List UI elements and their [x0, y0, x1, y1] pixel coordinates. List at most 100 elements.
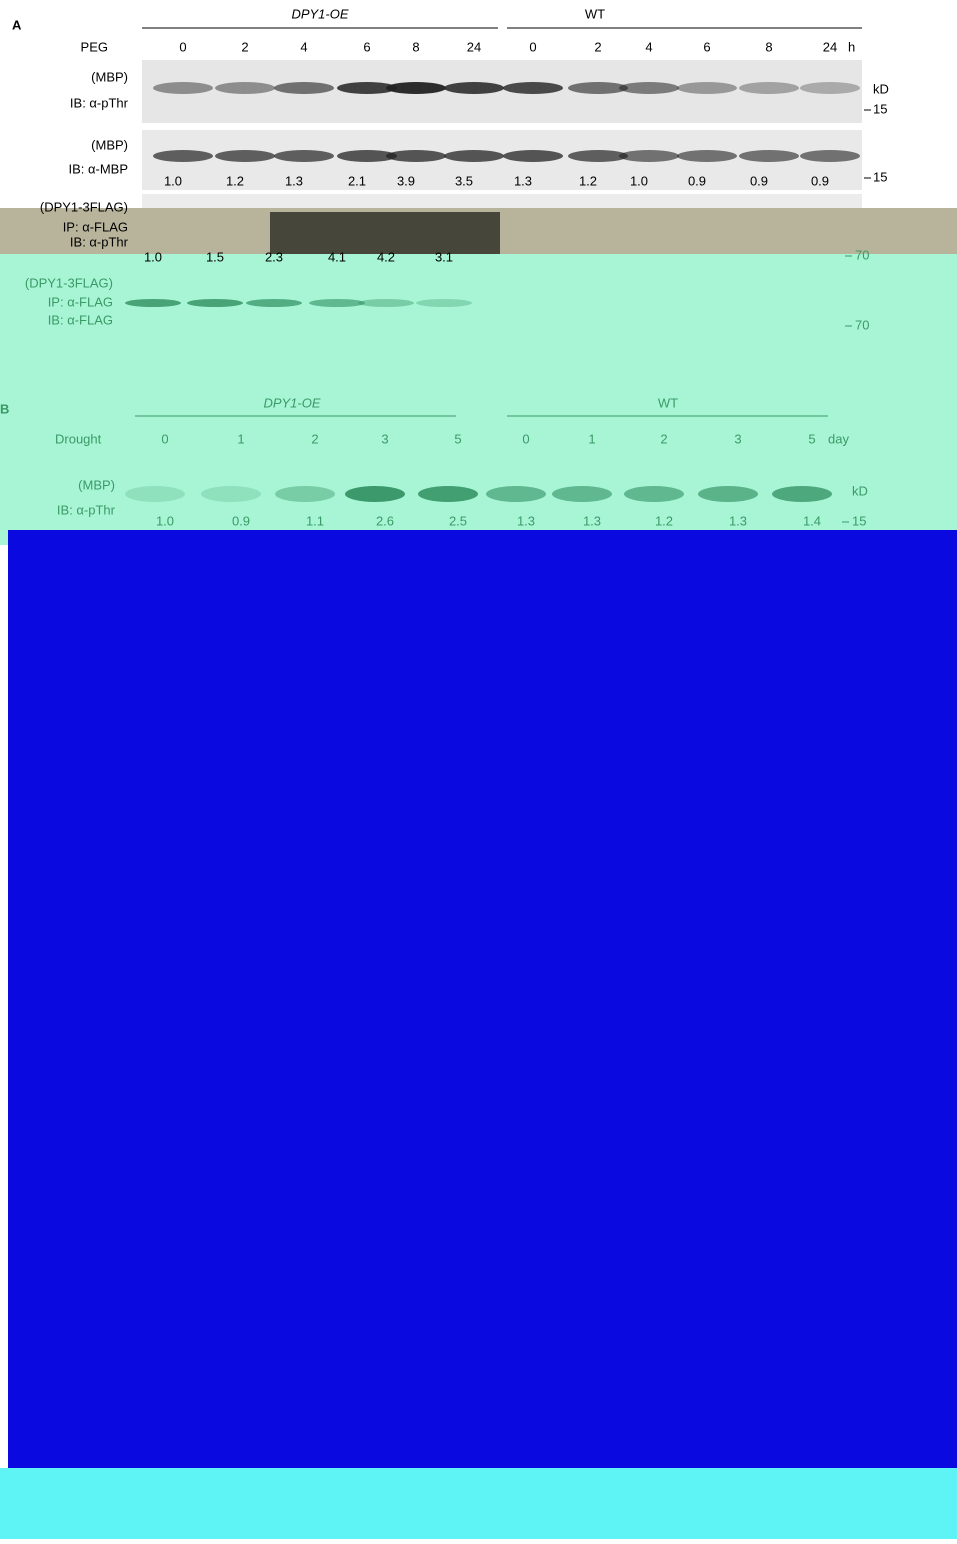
quant-value: 1.3 [514, 173, 532, 188]
band [800, 82, 860, 94]
kd-label: kD [852, 483, 868, 498]
band [153, 82, 213, 94]
time-point: 0 [522, 431, 529, 446]
band [153, 150, 213, 162]
quant-value: 1.2 [579, 173, 597, 188]
time-point: 24 [467, 39, 481, 54]
quant-value: 1.0 [164, 173, 182, 188]
quant-value: 1.1 [306, 513, 324, 528]
quant-value: 0.9 [232, 513, 250, 528]
band [568, 82, 628, 94]
group-label: WT [658, 395, 678, 410]
quant-value: 1.0 [156, 513, 174, 528]
band [416, 299, 472, 307]
blot-label: (DPY1-3FLAG) [40, 199, 128, 214]
band [309, 299, 365, 307]
band [274, 82, 334, 94]
quant-value: 0.9 [688, 173, 706, 188]
time-point: 2 [311, 431, 318, 446]
quant-value: 3.1 [435, 249, 453, 264]
marker-label: 15 [873, 101, 887, 116]
time-point: 0 [161, 431, 168, 446]
band [337, 150, 397, 162]
marker-label: 15 [852, 513, 866, 528]
blot-label: (MBP) [91, 69, 128, 84]
time-point: 0 [529, 39, 536, 54]
panel-label: B [0, 401, 9, 416]
group-label: DPY1-OE [291, 6, 348, 21]
blot-label: IB: α-MBP [68, 161, 128, 176]
time-point: 5 [808, 431, 815, 446]
quant-value: 0.9 [750, 173, 768, 188]
quant-value: 1.3 [729, 513, 747, 528]
quant-value: 1.2 [226, 173, 244, 188]
time-point: 8 [765, 39, 772, 54]
band [215, 82, 275, 94]
band [486, 486, 546, 502]
band [275, 486, 335, 502]
quant-value: 4.1 [328, 249, 346, 264]
blot [142, 194, 862, 208]
band [503, 150, 563, 162]
kd-label: kD [873, 81, 889, 96]
band [619, 82, 679, 94]
blot [142, 60, 862, 123]
band [619, 150, 679, 162]
quant-value: 1.4 [803, 513, 821, 528]
quant-value: 1.5 [206, 249, 224, 264]
blot-label: IP: α-FLAG [63, 219, 128, 234]
band [187, 299, 243, 307]
marker-label: 70 [855, 317, 869, 332]
quant-value: 2.1 [348, 173, 366, 188]
blot-dark [270, 212, 500, 254]
band [568, 150, 628, 162]
quant-value: 1.2 [655, 513, 673, 528]
time-point: 24 [823, 39, 837, 54]
time-point: 0 [179, 39, 186, 54]
blot-label: IB: α-pThr [70, 234, 129, 249]
band [215, 150, 275, 162]
time-point: 4 [300, 39, 307, 54]
band [345, 486, 405, 502]
band [624, 486, 684, 502]
band [386, 150, 446, 162]
blot-label: IB: α-pThr [70, 95, 129, 110]
band [698, 486, 758, 502]
corrupt-region [0, 1468, 957, 1539]
band [503, 82, 563, 94]
band [358, 299, 414, 307]
time-point: 2 [594, 39, 601, 54]
panel-label: A [12, 17, 22, 32]
quant-value: 3.9 [397, 173, 415, 188]
band [337, 82, 397, 94]
row-label: Drought [55, 431, 102, 446]
band [274, 150, 334, 162]
blot-label: IB: α-pThr [57, 502, 116, 517]
quant-value: 1.0 [144, 249, 162, 264]
time-point: 1 [237, 431, 244, 446]
band [444, 150, 504, 162]
marker-label: 15 [873, 169, 887, 184]
time-point: 6 [363, 39, 370, 54]
blot-label: (MBP) [91, 137, 128, 152]
quant-value: 3.5 [455, 173, 473, 188]
blot-label: (MBP) [78, 477, 115, 492]
quant-value: 2.6 [376, 513, 394, 528]
time-point: 1 [588, 431, 595, 446]
time-point: 4 [645, 39, 652, 54]
quant-value: 1.3 [285, 173, 303, 188]
band [444, 82, 504, 94]
marker-label: 70 [855, 247, 869, 262]
band [739, 150, 799, 162]
time-point: 6 [703, 39, 710, 54]
quant-value: 1.3 [517, 513, 535, 528]
band [125, 299, 181, 307]
quant-value: 0.9 [811, 173, 829, 188]
band [386, 82, 446, 94]
band [677, 150, 737, 162]
group-label: WT [585, 6, 605, 21]
quant-value: 2.5 [449, 513, 467, 528]
blot-label: IP: α-FLAG [48, 294, 113, 309]
time-unit: day [828, 431, 849, 446]
